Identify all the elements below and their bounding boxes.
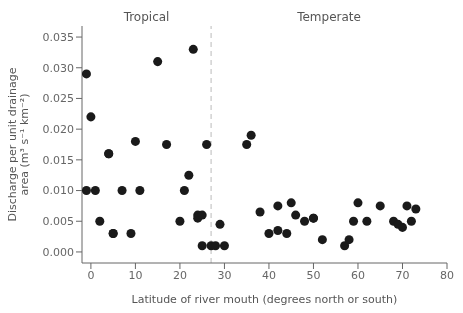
svg-text:0.030: 0.030 (43, 62, 75, 75)
svg-text:30: 30 (217, 269, 231, 282)
svg-text:0.035: 0.035 (43, 31, 75, 44)
svg-text:10: 10 (128, 269, 142, 282)
svg-text:0.005: 0.005 (43, 215, 75, 228)
svg-text:0.025: 0.025 (43, 92, 75, 105)
svg-text:80: 80 (440, 269, 454, 282)
svg-text:0.000: 0.000 (43, 246, 75, 259)
svg-text:40: 40 (262, 269, 276, 282)
svg-text:0.020: 0.020 (43, 123, 75, 136)
svg-text:0.010: 0.010 (43, 184, 75, 197)
svg-text:Temperate: Temperate (296, 10, 361, 24)
svg-text:20: 20 (173, 269, 187, 282)
svg-text:50: 50 (306, 269, 320, 282)
svg-text:Latitude of river mouth (degre: Latitude of river mouth (degrees north o… (132, 293, 398, 306)
svg-text:Tropical: Tropical (123, 10, 170, 24)
svg-text:Discharge per unit drainageare: Discharge per unit drainagearea (m³ s⁻¹ … (8, 67, 31, 221)
svg-text:0: 0 (87, 269, 94, 282)
svg-text:0.015: 0.015 (43, 154, 75, 167)
svg-text:70: 70 (395, 269, 409, 282)
svg-text:60: 60 (351, 269, 365, 282)
